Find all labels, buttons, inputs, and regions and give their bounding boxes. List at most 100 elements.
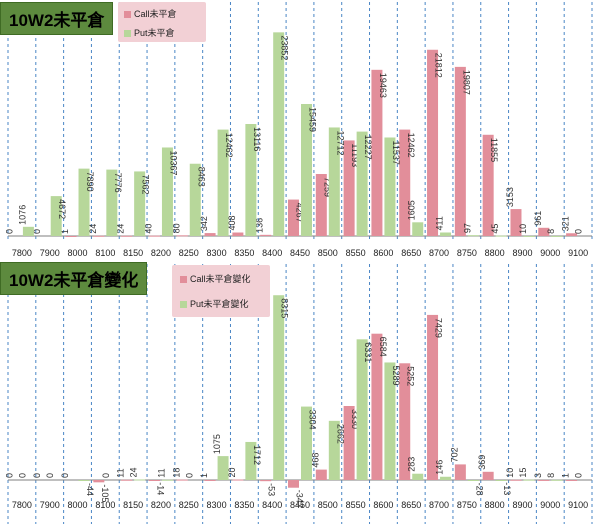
oi-chart-panel: 7800 7900 8000 8100 8150 8200 8250 8300 8350 8400… <box>0 0 600 262</box>
call-bar <box>288 199 299 236</box>
data-label: 2662 <box>335 424 345 444</box>
category-label: 7900 <box>40 500 60 510</box>
category-label: 7800 <box>12 500 32 510</box>
data-label: 146 <box>435 460 445 475</box>
call-bar <box>454 66 466 236</box>
put-bar <box>106 169 118 236</box>
category-label: 8350 <box>234 248 254 258</box>
data-label: 12227 <box>363 135 373 160</box>
call-bar <box>427 314 439 480</box>
put-bar <box>440 476 452 480</box>
data-label: 6584 <box>378 337 388 357</box>
data-label: 13116 <box>252 127 262 151</box>
call-bar <box>315 469 327 480</box>
call-bar <box>399 363 411 480</box>
legend-swatch-put <box>124 30 131 38</box>
put-bar <box>495 235 507 237</box>
data-label: 8 <box>546 229 556 234</box>
put-bar <box>161 147 173 236</box>
data-label: 342 <box>199 216 209 231</box>
data-label: 283 <box>407 457 417 472</box>
data-label: 15459 <box>308 107 318 132</box>
data-label: 12712 <box>335 130 345 155</box>
category-label: 8150 <box>123 500 143 510</box>
put-bar <box>78 168 90 236</box>
category-label: 8900 <box>512 248 532 258</box>
data-label: 0 <box>4 229 14 234</box>
legend-swatch-put-change <box>180 301 187 309</box>
data-label: 1076 <box>17 205 27 225</box>
data-label: 12462 <box>406 133 416 158</box>
call-bar <box>454 464 466 480</box>
data-label: 18 <box>171 468 181 478</box>
call-bar <box>510 479 522 481</box>
put-bar <box>22 226 34 236</box>
category-label: 9000 <box>540 248 560 258</box>
put-bar <box>217 456 229 480</box>
put-bar <box>356 339 368 480</box>
data-label: 1 <box>561 473 571 478</box>
category-label: 8500 <box>318 248 338 258</box>
data-label: 19807 <box>461 70 471 95</box>
put-bar <box>301 406 312 480</box>
data-label: 1712 <box>252 445 262 465</box>
category-label: 8500 <box>318 500 338 510</box>
put-bar <box>273 295 285 480</box>
category-label: 8300 <box>207 248 227 258</box>
call-bar <box>121 235 133 237</box>
put-bar <box>523 479 535 481</box>
data-label: 7429 <box>434 318 444 338</box>
data-label: 24 <box>116 224 126 234</box>
data-label: 0 <box>101 473 111 478</box>
put-bar <box>328 420 340 480</box>
data-label: -105 <box>100 484 110 502</box>
data-label: 20 <box>227 468 237 478</box>
call-bar <box>93 235 105 237</box>
call-bar <box>371 333 383 480</box>
call-bar <box>232 232 244 236</box>
call-bar <box>204 233 216 236</box>
category-label: 8150 <box>123 248 143 258</box>
category-label: 8400 <box>262 248 282 258</box>
call-bar <box>93 480 105 483</box>
legend-label-call: Call未平倉 <box>134 9 177 19</box>
data-label: 0 <box>184 473 194 478</box>
oi-change-chart-title: 10W2未平倉變化 <box>0 262 148 295</box>
legend-label-put-change: Put未平倉變化 <box>190 299 249 309</box>
data-label: 3 <box>533 473 543 478</box>
put-bar <box>189 163 201 236</box>
data-label: 0 <box>574 473 584 478</box>
category-label: 7800 <box>12 248 32 258</box>
data-label: -28 <box>474 483 484 496</box>
category-label: 8100 <box>95 248 115 258</box>
data-label: 12462 <box>224 133 234 158</box>
put-bar <box>78 480 90 481</box>
put-bar <box>551 235 563 237</box>
call-bar <box>566 479 578 481</box>
data-label: 321 <box>561 216 571 231</box>
category-label: 8450 <box>290 500 310 510</box>
category-label: 8600 <box>373 248 393 258</box>
data-label: 10367 <box>168 150 178 175</box>
data-label: 4672 <box>57 199 67 219</box>
category-label: 8250 <box>179 500 199 510</box>
data-label: 10 <box>518 224 528 234</box>
call-bar <box>65 235 77 237</box>
legend-put-oi-change: Put未平倉變化 <box>180 297 249 310</box>
put-bar <box>412 222 424 236</box>
data-label: 468 <box>310 453 320 468</box>
oi-change-legend: Call未平倉變化 Put未平倉變化 <box>172 265 270 317</box>
data-label: 11855 <box>489 138 499 162</box>
data-label: 24 <box>129 467 139 477</box>
put-bar <box>467 235 479 237</box>
category-label: 9100 <box>568 248 588 258</box>
category-label: 8550 <box>346 248 366 258</box>
data-label: 7776 <box>113 173 123 193</box>
data-label: 0 <box>60 473 70 478</box>
data-label: 7259 <box>322 177 332 197</box>
put-bar <box>523 235 535 237</box>
data-label: 11 <box>116 468 126 477</box>
put-bar <box>217 129 229 236</box>
category-label: 8650 <box>401 500 421 510</box>
call-bar <box>482 134 494 236</box>
